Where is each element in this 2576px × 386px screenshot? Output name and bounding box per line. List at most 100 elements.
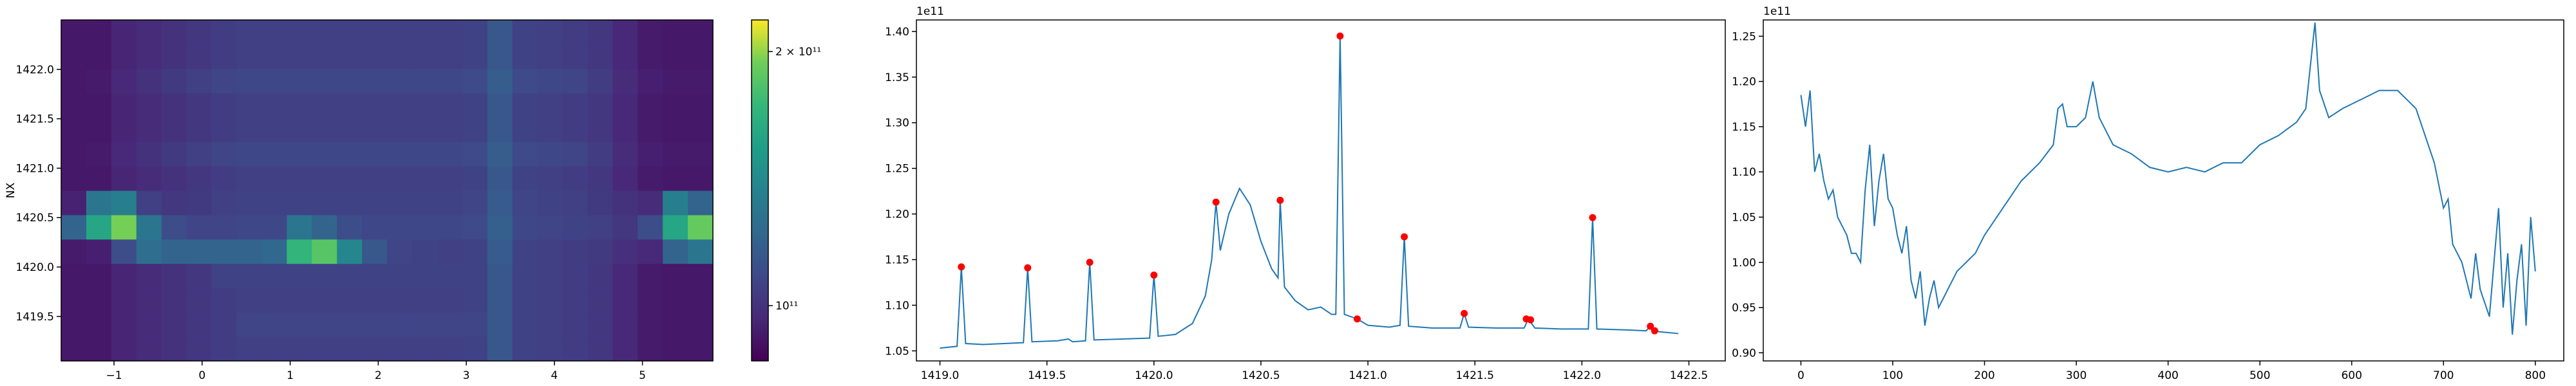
- heatmap-cell: [487, 312, 513, 337]
- heatmap-cell: [287, 142, 312, 167]
- heatmap-cell: [236, 190, 262, 216]
- x-tick-label: 1421.0: [1349, 369, 1387, 382]
- heatmap-cell: [462, 166, 488, 191]
- heatmap-cell: [462, 288, 488, 313]
- heatmap-cell: [512, 239, 538, 264]
- peak-marker: [1461, 309, 1468, 317]
- x-tick-label: 1: [287, 369, 294, 382]
- heatmap-cell: [312, 263, 337, 289]
- heatmap-cell: [61, 68, 87, 94]
- heatmap-cell: [61, 336, 87, 362]
- heatmap-cell: [312, 239, 337, 264]
- heatmap-cell: [487, 93, 513, 118]
- heatmap-cell: [261, 117, 287, 142]
- heatmap-cell: [437, 142, 463, 167]
- heatmap-cell: [387, 190, 413, 216]
- heatmap-cell: [462, 312, 488, 337]
- heatmap-cell: [487, 263, 513, 289]
- heatmap-cell: [638, 263, 663, 289]
- heatmap-cell: [312, 288, 337, 313]
- heatmap-cell: [437, 166, 463, 191]
- heatmap-cell: [136, 336, 162, 362]
- heatmap-cell: [236, 263, 262, 289]
- heatmap-cell: [111, 214, 137, 240]
- heatmap-cell: [312, 20, 337, 45]
- heatmap-cell: [61, 288, 87, 313]
- heatmap-cell: [211, 142, 238, 167]
- heatmap-cell: [537, 239, 564, 264]
- heatmap-cell: [362, 166, 388, 191]
- heatmap-cell: [287, 239, 312, 264]
- x-tick-label: 600: [2341, 369, 2362, 382]
- x-tick-label: 0: [1797, 369, 1804, 382]
- heatmap-cell: [612, 166, 638, 191]
- line-series: [940, 35, 1678, 349]
- heatmap-cell: [412, 239, 438, 264]
- x-tick-label: 2: [375, 369, 382, 382]
- heatmap-cell: [412, 117, 438, 142]
- heatmap-cell: [161, 263, 187, 289]
- heatmap-cell: [362, 263, 388, 289]
- heatmap-cell: [211, 44, 238, 69]
- y-tick-label: 1.05: [885, 345, 909, 358]
- heatmap-cell: [236, 68, 262, 94]
- heatmap-cell: [587, 166, 613, 191]
- axes-frame: [1763, 19, 2564, 362]
- heatmap-cell: [312, 214, 337, 240]
- heatmap-cell: [86, 263, 112, 289]
- heatmap-cell: [537, 288, 564, 313]
- heatmap-cell: [562, 93, 588, 118]
- heatmap-cell: [437, 312, 463, 337]
- heatmap-cell: [663, 68, 688, 94]
- heatmap-cell: [688, 44, 714, 69]
- heatmap-cell: [562, 336, 588, 362]
- heatmap-cell: [312, 44, 337, 69]
- heatmap-cell: [612, 117, 638, 142]
- heatmap-cell: [236, 93, 262, 118]
- x-tick-label: 1422.5: [1670, 369, 1708, 382]
- heatmap-cell: [412, 93, 438, 118]
- heatmap-cell: [562, 288, 588, 313]
- heatmap-cell: [462, 44, 488, 69]
- heatmap-cell: [512, 20, 538, 45]
- heatmap-cell: [587, 336, 613, 362]
- heatmap-cell: [462, 93, 488, 118]
- heatmap-cell: [387, 312, 413, 337]
- heatmap-cell: [562, 214, 588, 240]
- heatmap-cell: [562, 312, 588, 337]
- y-tick-label: 1.40: [885, 26, 909, 39]
- heatmap-cell: [186, 239, 213, 264]
- heatmap-cell: [312, 312, 337, 337]
- y-tick-label: 1.15: [1732, 121, 1756, 134]
- heatmap-cell: [688, 68, 714, 94]
- heatmap-cell: [537, 93, 564, 118]
- heatmap-cell: [236, 20, 262, 45]
- heatmap-cell: [312, 93, 337, 118]
- heatmap-cell: [61, 263, 87, 289]
- heatmap-cell: [261, 239, 287, 264]
- heatmap-cell: [638, 336, 663, 362]
- heatmap-cell: [61, 117, 87, 142]
- heatmap-cell: [512, 336, 538, 362]
- heatmap-cell: [236, 142, 262, 167]
- heatmap-cell: [487, 166, 513, 191]
- y-tick-label: 1.35: [885, 71, 909, 84]
- heatmap-cell: [587, 142, 613, 167]
- heatmap-cell: [487, 68, 513, 94]
- heatmap-cell: [86, 68, 112, 94]
- heatmap-cell: [86, 142, 112, 167]
- heatmap-cell: [186, 336, 213, 362]
- x-tick-label: −1: [106, 369, 122, 382]
- heatmap-cell: [663, 288, 688, 313]
- heatmap-cell: [186, 312, 213, 337]
- heatmap-cell: [462, 214, 488, 240]
- heatmap-cell: [487, 239, 513, 264]
- heatmap-cell: [512, 166, 538, 191]
- heatmap-cell: [387, 239, 413, 264]
- heatmap-cell: [512, 190, 538, 216]
- heatmap-cell: [412, 190, 438, 216]
- heatmap-cell: [362, 190, 388, 216]
- heatmap-cell: [287, 166, 312, 191]
- heatmap-cell: [437, 20, 463, 45]
- heatmap-cell: [236, 214, 262, 240]
